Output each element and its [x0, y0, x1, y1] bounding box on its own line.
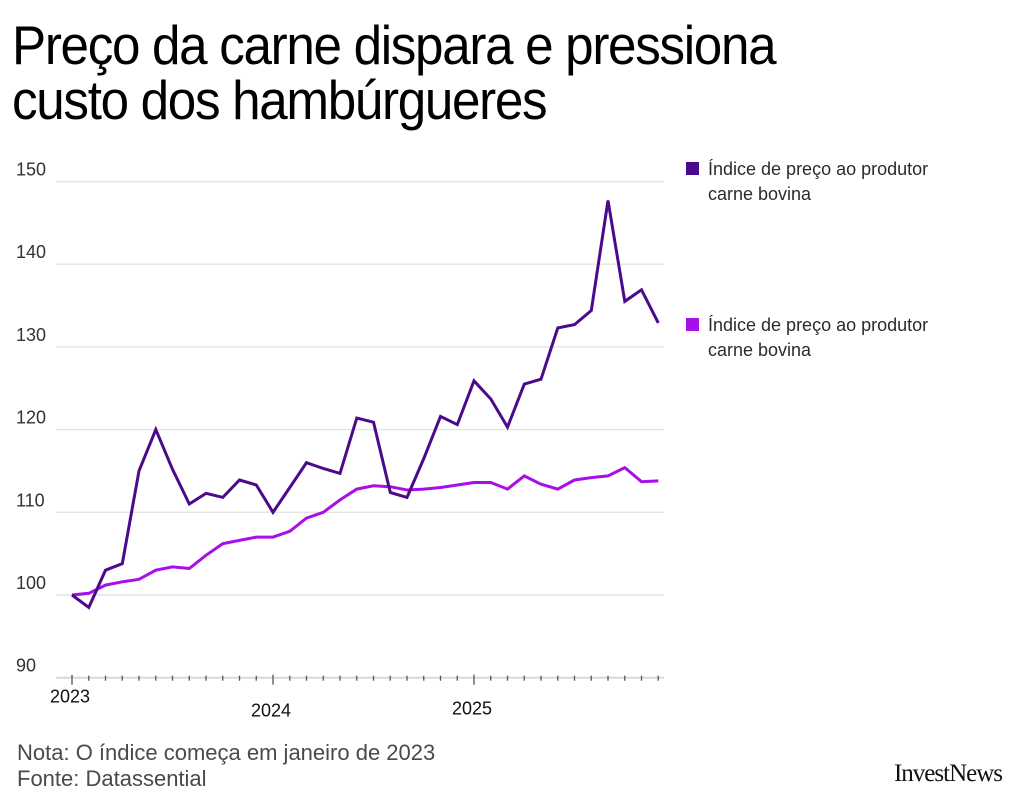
investnews-logo: InvestNews — [893, 760, 1003, 787]
line-chart: 90 100 110 120 130 140 150 2023 2024 2025 — [16, 160, 664, 721]
y-tick-label: 130 — [16, 325, 46, 345]
title-line-2: custo dos hambúrgueres — [12, 69, 548, 131]
x-tick-label: 2025 — [452, 699, 492, 719]
footer-note: Nota: O índice começa em janeiro de 2023 — [17, 740, 436, 765]
y-tick-label: 140 — [16, 242, 46, 262]
footer: Nota: O índice começa em janeiro de 2023… — [17, 740, 435, 792]
x-tick-label: 2023 — [50, 687, 90, 707]
series-lines — [71, 200, 660, 610]
legend-swatch-light-purple — [686, 318, 699, 331]
y-tick-label: 100 — [16, 573, 46, 593]
title-line-1: Preço da carne dispara e pressiona — [12, 14, 777, 76]
legend-item-series-1: Índice de preço ao produtor carne bovina — [686, 157, 978, 207]
x-tick-label: 2024 — [251, 701, 291, 721]
legend-label: Índice de preço ao produtor carne bovina — [708, 159, 929, 204]
y-tick-label: 150 — [16, 160, 46, 180]
legend-label: Índice de preço ao produtor carne bovina — [708, 315, 929, 360]
chart-title: Preço da carne dispara e pressiona custo… — [12, 18, 942, 128]
y-tick-label: 110 — [16, 490, 45, 510]
series-line-2 — [71, 465, 659, 597]
legend-swatch-dark-purple — [686, 162, 699, 175]
footer-source: Fonte: Datassential — [17, 766, 207, 791]
legend-item-series-2: Índice de preço ao produtor carne bovina — [686, 313, 978, 363]
y-tick-label: 90 — [16, 656, 36, 676]
gridlines: 90 100 110 120 130 140 150 — [16, 160, 664, 676]
y-tick-label: 120 — [16, 408, 46, 428]
series-line-1 — [71, 200, 660, 610]
x-axis: 2023 2024 2025 — [50, 674, 664, 721]
